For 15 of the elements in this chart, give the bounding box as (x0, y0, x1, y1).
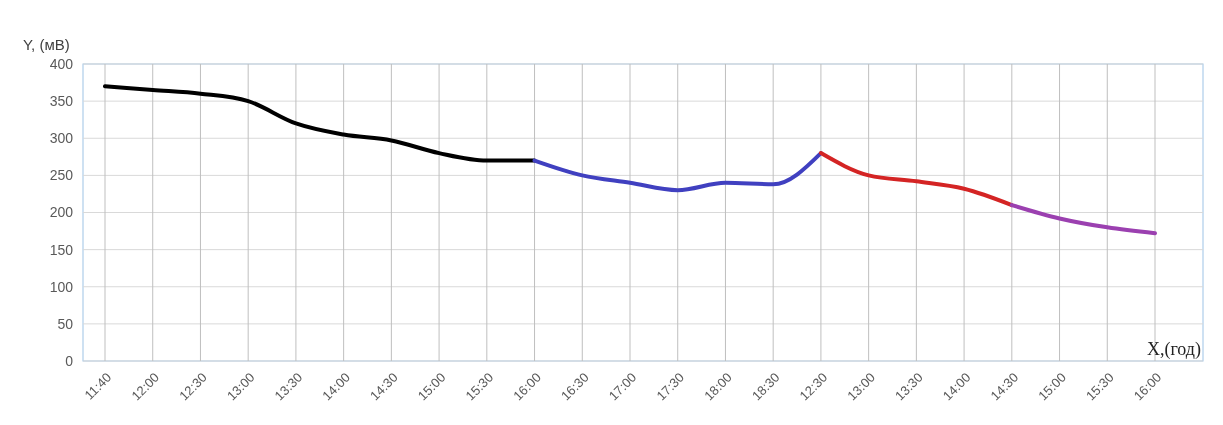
y-tick-label: 150 (49, 241, 74, 258)
x-axis-title: X,(год) (1146, 339, 1201, 360)
line-series (103, 84, 537, 163)
y-tick-label: 300 (49, 130, 74, 147)
y-tick-label: 100 (49, 278, 74, 295)
y-tick-label: 400 (49, 55, 74, 72)
y-tick-label: 350 (49, 93, 74, 110)
y-axis-title: Y, (мВ) (23, 36, 70, 53)
y-tick-label: 200 (49, 204, 74, 221)
y-tick-label: 250 (49, 167, 74, 184)
line-series (1009, 203, 1157, 236)
y-tick-label: 50 (57, 315, 74, 332)
line-series (818, 151, 1014, 208)
line-series (532, 151, 823, 193)
y-tick-label: 0 (65, 352, 74, 369)
